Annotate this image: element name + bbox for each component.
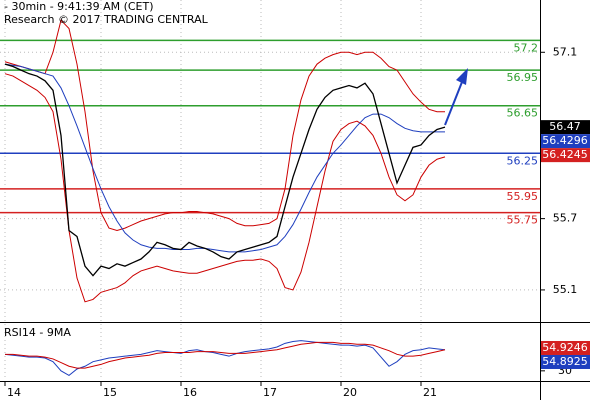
price-tag — [541, 148, 590, 163]
series-line — [5, 341, 446, 369]
price-tag — [541, 134, 590, 149]
forecast-arrow — [444, 81, 463, 126]
chart-subtitle: Research © 2017 TRADING CENTRAL — [4, 13, 209, 26]
chart-title: - 30min - 9:41:39 AM (CET) — [4, 0, 154, 13]
x-tick-label: 21 — [423, 386, 437, 399]
x-tick-label: 16 — [183, 386, 197, 399]
series-line — [4, 73, 446, 303]
y-tick-label: 57.1 — [553, 45, 578, 58]
y-tick-label: 55.1 — [553, 283, 578, 296]
level-label: 55.95 — [507, 190, 539, 203]
x-tick-label: 20 — [343, 386, 357, 399]
price-tag-label: 54.8925 — [542, 355, 588, 368]
x-tick-label: 17 — [263, 386, 277, 399]
price-tag-label: 54.9246 — [542, 341, 588, 354]
y-tick-label: 55.7 — [553, 212, 578, 225]
price-tag — [541, 340, 590, 355]
series-line — [4, 63, 445, 253]
price-tag-label: 56.4245 — [542, 148, 588, 161]
x-tick-label: 15 — [103, 386, 117, 399]
level-label: 57.2 — [514, 41, 539, 54]
series-line — [4, 63, 446, 277]
series-line — [4, 19, 445, 232]
level-label: 56.95 — [507, 71, 539, 84]
level-label: 55.75 — [507, 214, 539, 227]
price-tag — [541, 120, 590, 135]
level-label: 56.65 — [507, 107, 539, 120]
price-tag-label: 56.47 — [549, 120, 581, 133]
panel-title: RSI14 - 9MA — [4, 326, 71, 339]
x-tick-label: 14 — [7, 386, 21, 399]
price-tag-label: 56.4296 — [542, 134, 588, 147]
price-tag — [541, 354, 590, 369]
level-label: 56.25 — [507, 154, 539, 167]
forecast-arrowhead — [456, 68, 468, 85]
